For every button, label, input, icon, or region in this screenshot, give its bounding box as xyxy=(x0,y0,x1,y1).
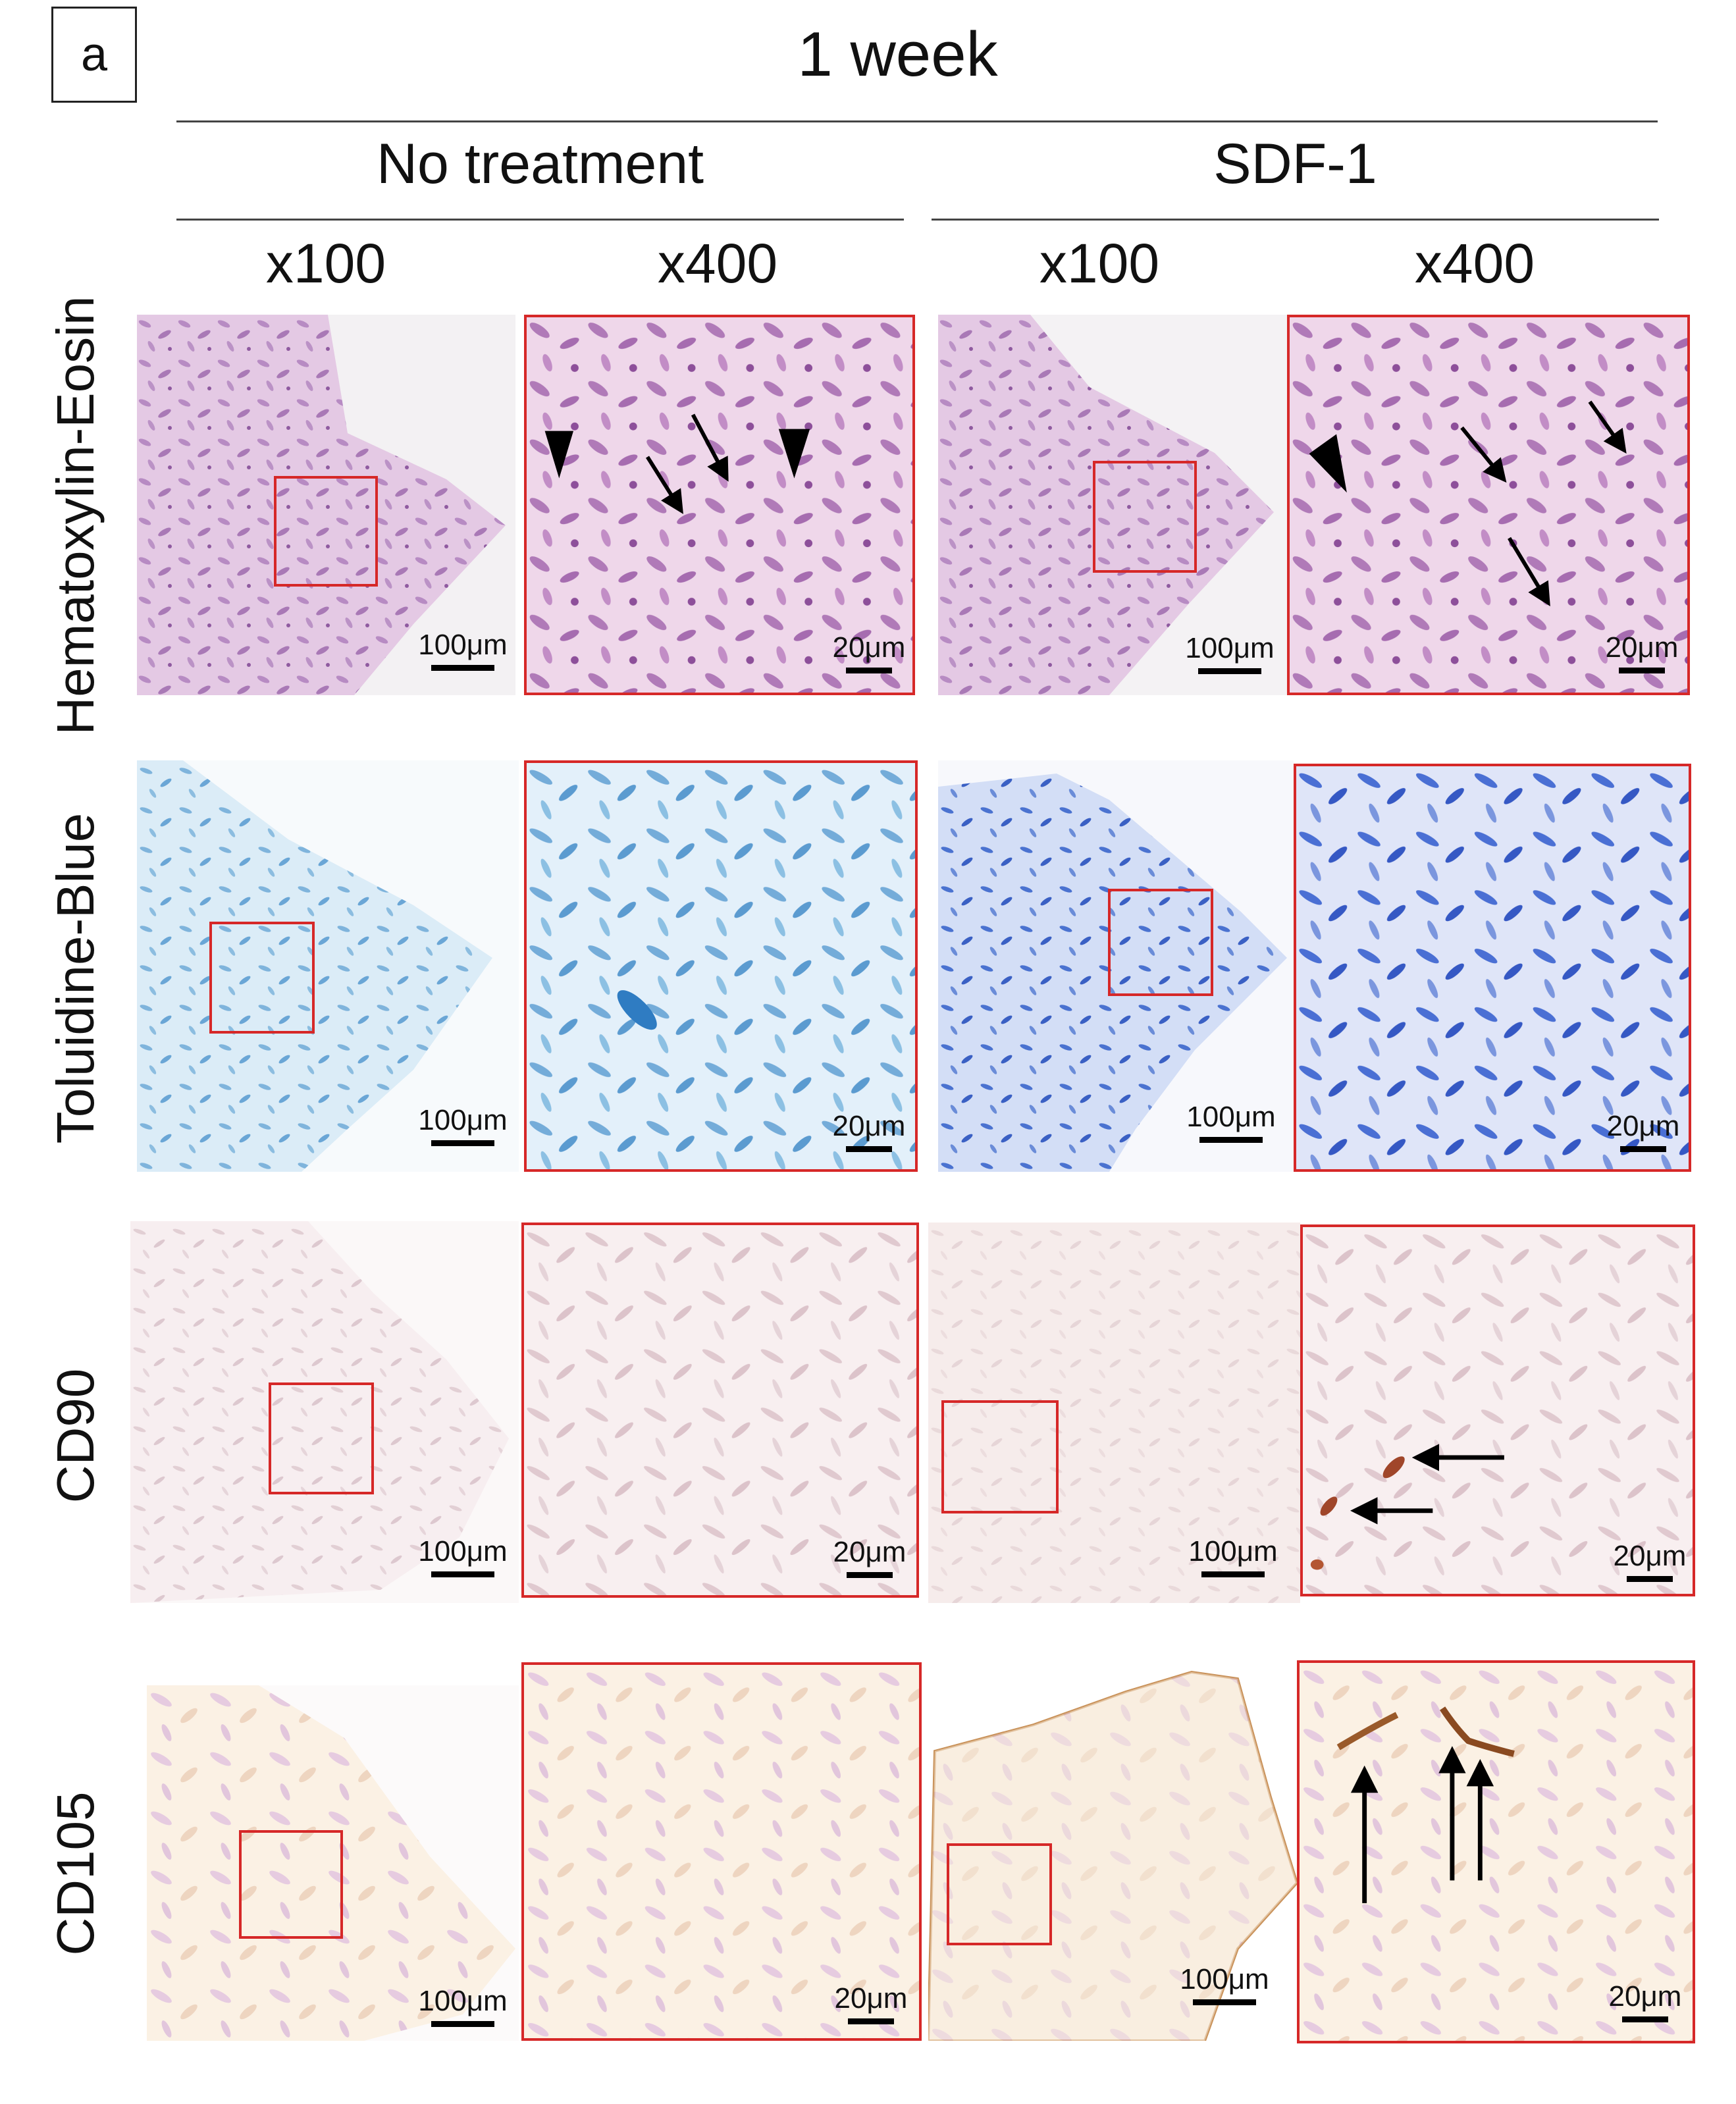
scale-bar-line xyxy=(1622,2016,1668,2022)
tb-sdf1-x100: 100μm xyxy=(938,760,1294,1172)
scale-bar-label: 20μm xyxy=(834,1982,908,2014)
arrowhead-icon xyxy=(544,431,574,479)
scale-bar-line xyxy=(848,2018,894,2024)
roi-box xyxy=(239,1830,343,1939)
mag-label: x400 xyxy=(1414,232,1535,294)
he-sdf1-x100: 100μm xyxy=(938,315,1287,695)
scale-bar-label: 20μm xyxy=(1613,1540,1687,1572)
arrow-icon xyxy=(691,413,729,482)
scale-bar-label: 20μm xyxy=(1605,631,1679,664)
scale-bar-line xyxy=(1201,1571,1265,1577)
arrow-icon xyxy=(1460,426,1507,483)
tb-sdf1-x400: 20μm xyxy=(1294,764,1691,1172)
cd105-sdf1-x400: 20μm xyxy=(1297,1660,1695,2043)
scale-bar: 100μm xyxy=(413,1987,512,2027)
roi-box xyxy=(947,1843,1052,1945)
scale-bar-label: 20μm xyxy=(833,1536,907,1568)
scale-bar-line xyxy=(1199,1137,1263,1143)
scale-bar: 100μm xyxy=(413,631,512,671)
mag-label: x400 xyxy=(657,232,778,294)
he-sdf1-x400: 20μm xyxy=(1287,315,1690,695)
cd105-sdf1-x100: 100μm xyxy=(928,1666,1300,2041)
scale-bar-label: 100μm xyxy=(1188,1535,1278,1567)
scale-bar-line xyxy=(1193,1999,1256,2005)
arrowhead-icon xyxy=(1309,434,1347,493)
he-no-treatment-x400: 20μm xyxy=(524,315,915,695)
scale-bar-label: 20μm xyxy=(832,631,906,664)
scale-bar: 100μm xyxy=(413,1106,512,1146)
scale-bar: 100μm xyxy=(1175,1965,1274,2005)
cd90-sdf1-x400: 20μm xyxy=(1300,1224,1695,1596)
scale-bar-label: 20μm xyxy=(1606,1110,1680,1142)
cd105-no-treatment-x400: 20μm xyxy=(521,1662,922,2041)
scale-bar-label: 100μm xyxy=(418,629,508,661)
scale-bar-label: 100μm xyxy=(1186,1101,1276,1133)
scale-bar-line xyxy=(431,665,494,671)
scale-bar-label: 20μm xyxy=(1608,1980,1682,2012)
scale-bar: 20μm xyxy=(1607,1542,1693,1582)
scale-bar: 100μm xyxy=(413,1537,512,1577)
arrow-icon xyxy=(645,456,683,514)
scale-bar: 20μm xyxy=(827,1538,912,1578)
roi-box xyxy=(209,922,315,1034)
scale-bar-line xyxy=(431,1140,494,1146)
row-label-tb: Toluidine-Blue xyxy=(46,812,105,1144)
group-divider-right xyxy=(932,219,1659,221)
scale-bar-line xyxy=(847,1572,893,1578)
title-divider xyxy=(176,120,1658,122)
group-sdf1: SDF-1 xyxy=(1213,132,1377,196)
panel-label: a xyxy=(51,7,137,103)
cd105-no-treatment-x100: 100μm xyxy=(147,1685,519,2041)
scale-bar: 20μm xyxy=(826,1112,912,1152)
scale-bar-label: 20μm xyxy=(832,1110,906,1142)
arrow-icon xyxy=(1588,400,1627,454)
roi-box xyxy=(941,1400,1059,1513)
roi-box xyxy=(274,476,378,587)
scale-bar: 20μm xyxy=(1600,1112,1686,1152)
scale-bar-line xyxy=(1620,1146,1666,1152)
roi-box xyxy=(269,1382,374,1494)
scale-bar-line xyxy=(431,2021,494,2027)
roi-box xyxy=(1093,461,1197,573)
scale-bar-label: 100μm xyxy=(418,1535,508,1567)
he-no-treatment-x100: 100μm xyxy=(137,315,515,695)
scale-bar: 100μm xyxy=(1184,1537,1282,1577)
scale-bar: 100μm xyxy=(1180,634,1279,674)
scale-bar-label: 100μm xyxy=(418,1104,508,1136)
cd90-no-treatment-x100: 100μm xyxy=(130,1221,519,1603)
row-label-he: Hematoxylin-Eosin xyxy=(46,296,105,735)
scale-bar: 100μm xyxy=(1182,1103,1280,1143)
cd90-sdf1-x100: 100μm xyxy=(928,1223,1300,1603)
scale-bar-line xyxy=(431,1571,494,1577)
mag-label: x100 xyxy=(265,232,386,294)
row-label-cd105: CD105 xyxy=(46,1791,105,1956)
arrow-icon xyxy=(1508,537,1550,606)
scale-bar: 20μm xyxy=(826,633,912,673)
scale-bar-line xyxy=(1198,668,1261,674)
scale-bar-label: 100μm xyxy=(418,1985,508,2017)
scale-bar: 20μm xyxy=(1599,633,1685,673)
row-label-cd90: CD90 xyxy=(46,1368,105,1504)
figure-title: 1 week xyxy=(797,19,998,90)
scale-bar-line xyxy=(1619,668,1665,673)
group-divider-left xyxy=(176,219,904,221)
scale-bar: 20μm xyxy=(828,1984,914,2024)
scale-bar-line xyxy=(846,1146,892,1152)
cd90-no-treatment-x400: 20μm xyxy=(521,1223,919,1598)
scale-bar: 20μm xyxy=(1602,1982,1688,2022)
tb-no-treatment-x400: 20μm xyxy=(524,760,918,1172)
roi-box xyxy=(1108,889,1213,996)
scale-bar-line xyxy=(1627,1576,1673,1582)
mag-label: x100 xyxy=(1039,232,1160,294)
scale-bar-label: 100μm xyxy=(1185,632,1275,664)
scale-bar-label: 100μm xyxy=(1180,1963,1269,1995)
scale-bar-line xyxy=(846,668,892,673)
arrowhead-icon xyxy=(778,429,810,479)
tb-no-treatment-x100: 100μm xyxy=(137,760,519,1172)
group-no-treatment: No treatment xyxy=(376,132,704,196)
